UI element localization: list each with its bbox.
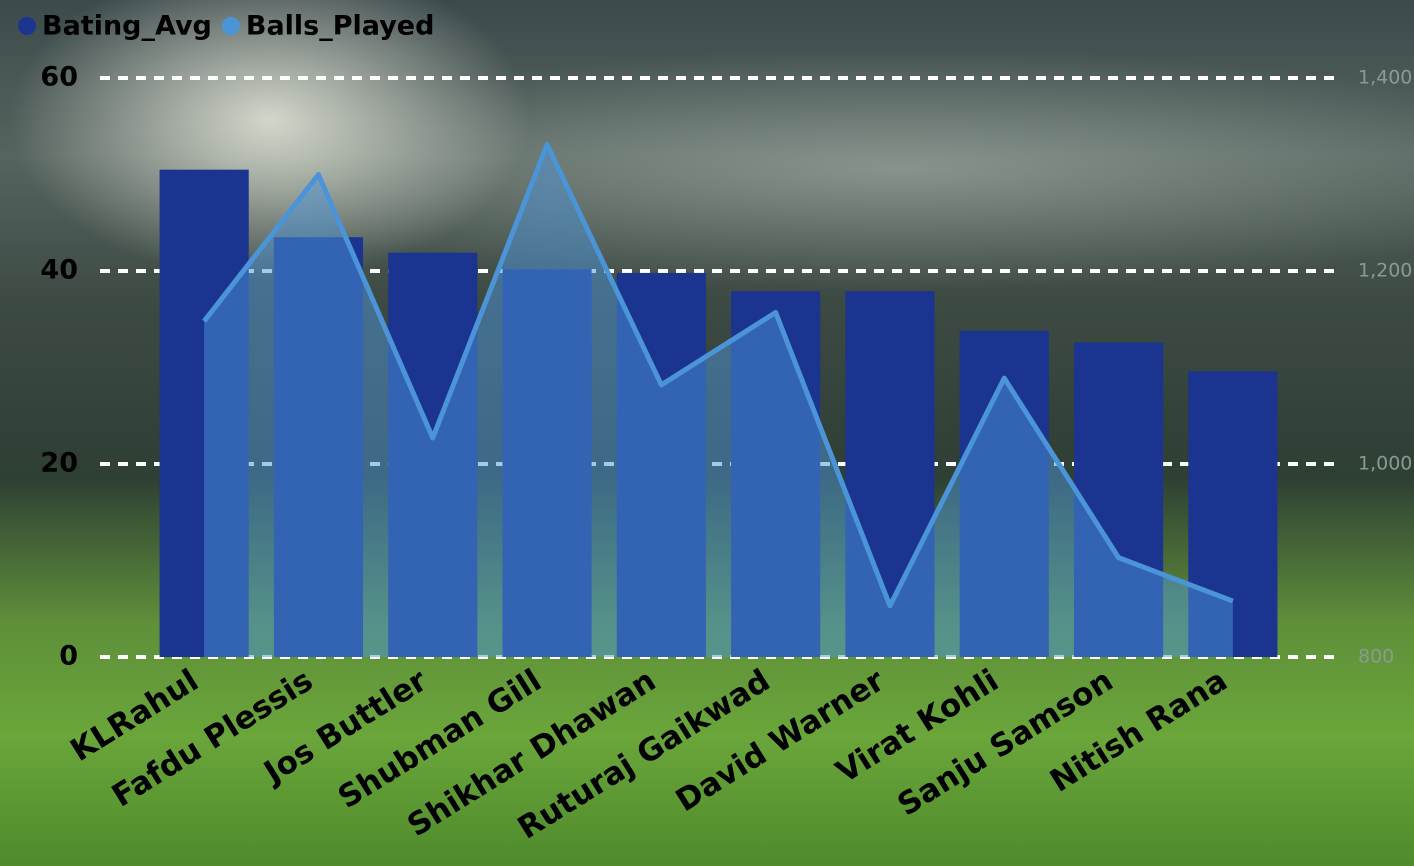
y-tick-label: 0 — [59, 641, 78, 672]
line — [202, 142, 1234, 609]
legend-marker — [221, 17, 240, 35]
y2-tick-label: 800 — [1358, 646, 1394, 668]
y-tick-label: 20 — [40, 448, 78, 479]
line-area — [204, 144, 1233, 657]
legend-label: Bating_Avg — [42, 11, 212, 42]
y2-tick-label: 1,000 — [1358, 453, 1412, 475]
y-tick-label: 40 — [40, 255, 78, 286]
x-tick-label: Fafdu Plessis — [106, 662, 319, 814]
x-tick-label: David Warner — [670, 662, 892, 819]
legend-label: Balls_Played — [246, 11, 435, 42]
y2-tick-label: 1,200 — [1358, 260, 1412, 282]
legend-marker — [18, 17, 36, 35]
y2-tick-label: 1,400 — [1358, 67, 1412, 89]
y-tick-label: 60 — [40, 62, 78, 93]
